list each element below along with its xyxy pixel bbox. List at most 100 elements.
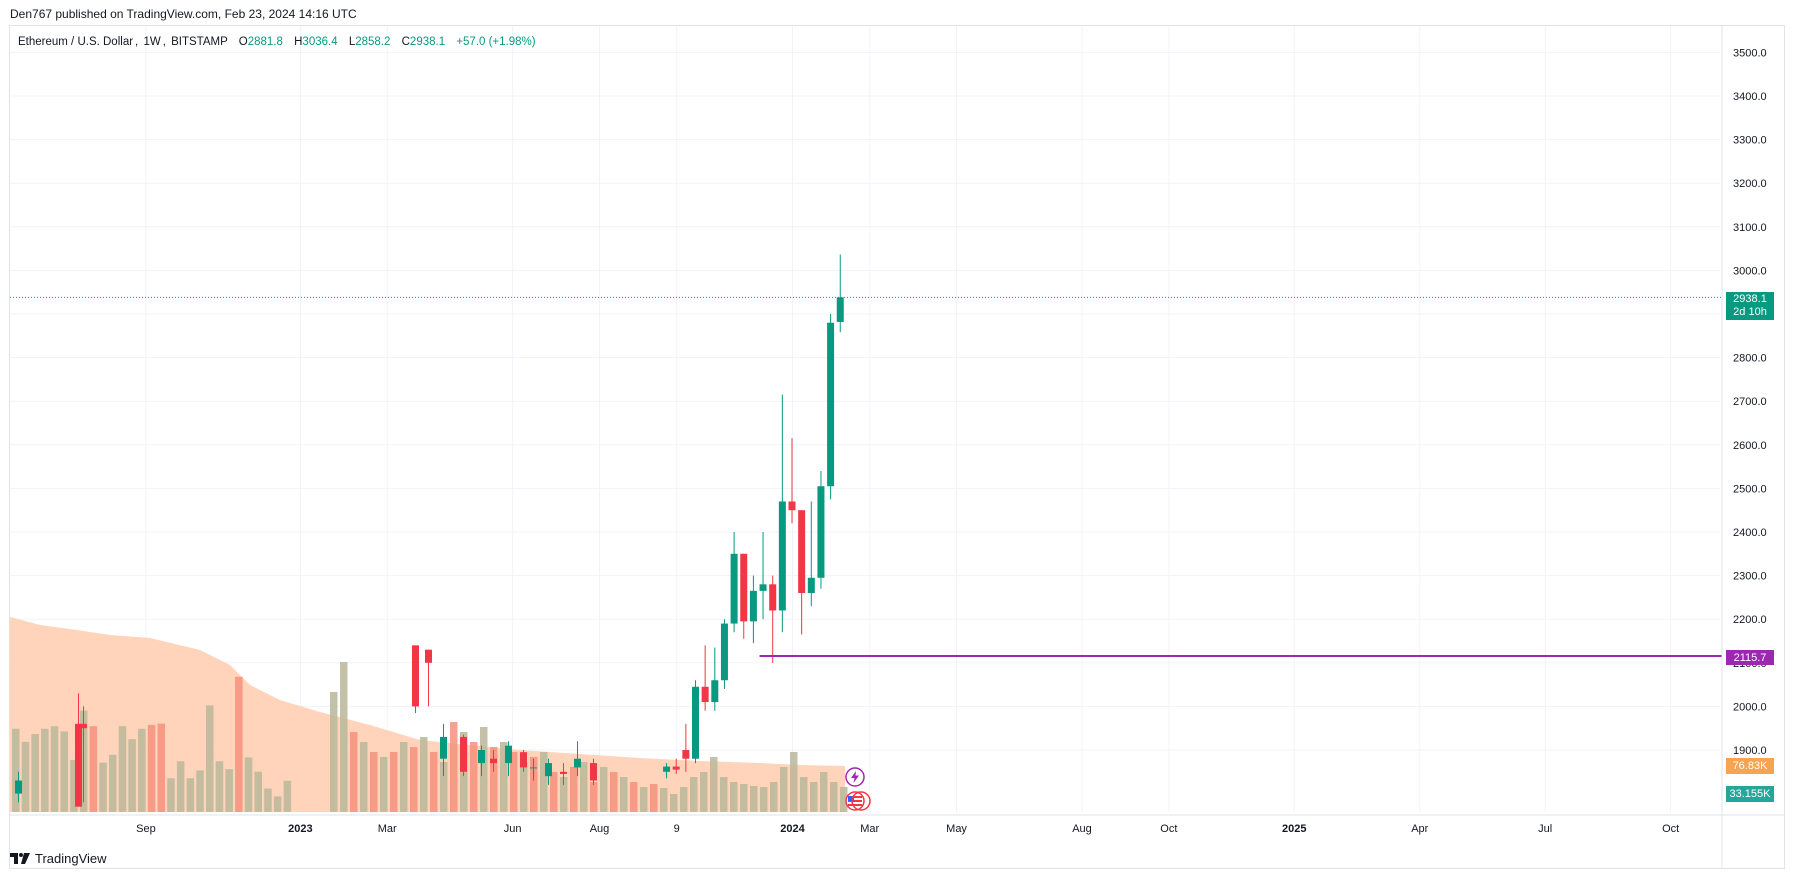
volume-ma-tag: 76.83K <box>1726 758 1774 774</box>
candle-body <box>759 584 767 591</box>
y-axis-tick-label: 3400.0 <box>1733 91 1767 103</box>
x-axis-tick-label: 2024 <box>780 823 805 835</box>
legend-change: +57.0 (+1.98%) <box>456 36 536 48</box>
y-axis-tick-label: 2400.0 <box>1733 527 1767 539</box>
volume-bar <box>580 762 588 812</box>
volume-bar <box>620 777 628 812</box>
volume-bar <box>650 784 658 812</box>
y-axis-tick-label: 3500.0 <box>1733 47 1767 59</box>
legend-open: 2881.8 <box>247 36 283 48</box>
volume-bar <box>147 724 156 812</box>
volume-bar <box>215 761 224 812</box>
volume-bar <box>700 772 708 812</box>
volume-bar <box>810 782 818 812</box>
x-axis-tick-label: 2025 <box>1282 823 1306 835</box>
volume-bar <box>176 761 185 812</box>
x-axis-tick-label: Mar <box>860 823 879 835</box>
volume-bar <box>730 782 738 812</box>
volume-bar <box>340 662 348 812</box>
volume-bar <box>128 739 136 812</box>
volume-bar <box>430 752 438 812</box>
legend-exchange: BITSTAMP <box>171 36 228 48</box>
candle-body <box>425 649 432 663</box>
candle-body <box>530 767 537 769</box>
volume-bar <box>760 787 768 812</box>
y-axis-tick-label: 3200.0 <box>1733 178 1767 190</box>
volume-bar <box>89 726 98 812</box>
legend-interval: 1W <box>143 36 161 48</box>
candle-body <box>80 723 87 729</box>
tradingview-branding[interactable]: TradingView <box>10 851 107 866</box>
x-axis-tick-label: 2023 <box>288 823 312 835</box>
level-price-tag: 2115.7 <box>1726 650 1774 665</box>
volume-bar <box>610 772 618 812</box>
candle-body <box>520 752 527 768</box>
x-axis-tick-label: Oct <box>1160 823 1177 835</box>
volume-bar <box>520 762 528 812</box>
volume-bar <box>510 752 518 812</box>
candle-body <box>672 766 680 770</box>
volume-bar <box>380 757 388 812</box>
volume-bar <box>70 760 78 812</box>
volume-bar <box>31 734 39 812</box>
volume-bar <box>60 731 68 812</box>
volume-bar <box>440 762 448 812</box>
tradingview-logo-text: TradingView <box>35 851 107 866</box>
candle-body <box>817 486 825 578</box>
volume-bar <box>570 767 578 812</box>
volume-bar <box>196 770 204 812</box>
candle-body <box>75 723 82 807</box>
volume-tag: 33.155K <box>1726 786 1774 802</box>
volume-bar <box>790 752 798 812</box>
candle-body <box>769 584 777 611</box>
candle-body <box>836 297 844 322</box>
y-axis-tick-label: 2700.0 <box>1733 396 1767 408</box>
candle-body <box>807 577 815 594</box>
volume-bar <box>138 728 146 812</box>
volume-bar <box>41 728 49 812</box>
y-axis-tick-label: 3000.0 <box>1733 265 1767 277</box>
volume-bar <box>640 787 648 812</box>
volume-bar <box>330 692 338 812</box>
x-axis-tick-label: Jul <box>1538 823 1552 835</box>
volume-bar <box>630 782 638 812</box>
volume-bar <box>740 784 748 812</box>
chart-frame <box>9 25 1785 869</box>
y-axis-tick-label: 2000.0 <box>1733 701 1767 713</box>
x-axis-tick-label: Mar <box>378 823 397 835</box>
candle-body <box>692 686 699 759</box>
y-axis-tick-label: 3100.0 <box>1733 222 1767 234</box>
volume-bar <box>235 676 243 812</box>
candle-body <box>701 686 709 703</box>
volume-bar <box>750 786 758 812</box>
symbol-legend: Ethereum / U.S. Dollar, 1W, BITSTAMP O28… <box>18 36 536 48</box>
candle-body <box>15 780 22 794</box>
flash-icon[interactable] <box>845 767 865 787</box>
volume-bar <box>470 742 478 812</box>
volume-bar <box>660 788 668 812</box>
tradingview-logo-icon <box>10 853 30 864</box>
volume-bar <box>360 742 368 812</box>
x-axis-tick-label: Aug <box>590 823 610 835</box>
y-axis-tick-label: 1900.0 <box>1733 745 1767 757</box>
volume-bar <box>118 726 127 812</box>
volume-bar <box>690 777 698 812</box>
candle-body <box>478 750 485 764</box>
y-axis-tick-label: 2600.0 <box>1733 440 1767 452</box>
y-axis-tick-label: 2500.0 <box>1733 483 1767 495</box>
volume-bar <box>264 788 272 812</box>
candle-body <box>545 763 552 777</box>
legend-close: 2938.1 <box>409 36 446 48</box>
volume-bar <box>350 732 358 812</box>
candle-body <box>663 766 671 772</box>
volume-bar <box>420 737 428 812</box>
volume-bar <box>244 757 253 812</box>
y-axis-tick-label: 2300.0 <box>1733 571 1767 583</box>
y-axis-tick-label: 2200.0 <box>1733 614 1767 626</box>
volume-bar <box>530 757 538 812</box>
y-axis-tick-label: 3300.0 <box>1733 135 1767 147</box>
volume-bar <box>109 754 117 812</box>
us-flag-icon[interactable] <box>845 791 871 811</box>
volume-bar <box>99 762 107 812</box>
